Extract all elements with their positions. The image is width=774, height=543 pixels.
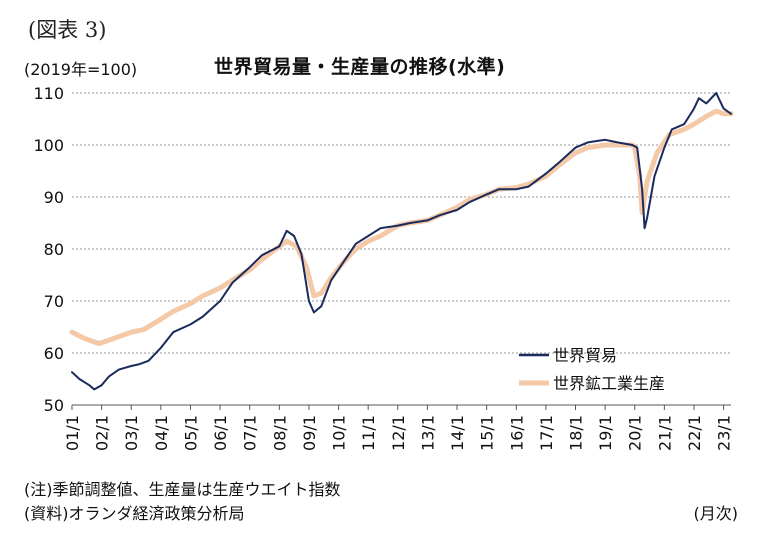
footnote-source: (資料)オランダ経済政策分析局 — [24, 504, 245, 523]
x-tick-label: 07/1 — [241, 415, 260, 451]
x-tick-label: 20/1 — [626, 415, 645, 451]
x-tick-label: 13/1 — [418, 415, 437, 451]
x-tick-label: 21/1 — [655, 415, 674, 451]
x-tick-label: 09/1 — [300, 415, 319, 451]
legend-label: 世界鉱工業生産 — [553, 374, 665, 393]
y-tick-label: 60 — [44, 344, 64, 363]
frequency-label: (月次) — [693, 504, 739, 523]
footnote-note: (注)季節調整値、生産量は生産ウエイト指数 — [24, 480, 341, 499]
y-axis-unit-label: (2019年=100) — [24, 60, 138, 79]
chart-title: 世界貿易量・生産量の推移(水準) — [214, 56, 506, 78]
x-tick-label: 04/1 — [152, 415, 171, 451]
series-lines — [69, 92, 734, 391]
y-tick-label: 70 — [44, 292, 64, 311]
y-tick-label: 90 — [44, 188, 64, 207]
x-tick-label: 14/1 — [448, 415, 467, 451]
x-tick-label: 19/1 — [596, 415, 615, 451]
y-tick-label: 100 — [33, 136, 64, 155]
x-tick-label: 17/1 — [537, 415, 556, 451]
x-tick-label: 22/1 — [685, 415, 704, 451]
x-tick-label: 03/1 — [122, 415, 141, 451]
x-tick-label: 01/1 — [63, 415, 82, 451]
x-tick-label: 10/1 — [330, 415, 349, 451]
series-line-world-trade — [71, 92, 732, 391]
x-tick-label: 15/1 — [478, 415, 497, 451]
x-tick-label: 02/1 — [93, 415, 112, 451]
x-tick-label: 23/1 — [715, 415, 734, 451]
x-tick-label: 06/1 — [211, 415, 230, 451]
legend-label: 世界貿易 — [553, 346, 617, 365]
x-axis: 01/1 02/1 03/1 04/1 05/1 06/1 07/1 08/1 09/1 10/1… — [63, 404, 734, 451]
x-tick-label: 16/1 — [507, 415, 526, 451]
x-tick-label: 05/1 — [181, 415, 200, 451]
y-tick-label: 80 — [44, 240, 64, 259]
x-tick-label: 11/1 — [359, 415, 378, 451]
x-tick-label: 12/1 — [389, 415, 408, 451]
x-tick-label: 08/1 — [270, 415, 289, 451]
y-tick-label: 50 — [44, 396, 64, 415]
figure-label: (図表 3) — [28, 18, 107, 42]
y-tick-label: 110 — [33, 84, 64, 103]
y-axis: 50 60 70 80 90 100 110 — [33, 84, 64, 415]
series-line-world-industrial-production — [69, 108, 734, 347]
x-tick-label: 18/1 — [567, 415, 586, 451]
